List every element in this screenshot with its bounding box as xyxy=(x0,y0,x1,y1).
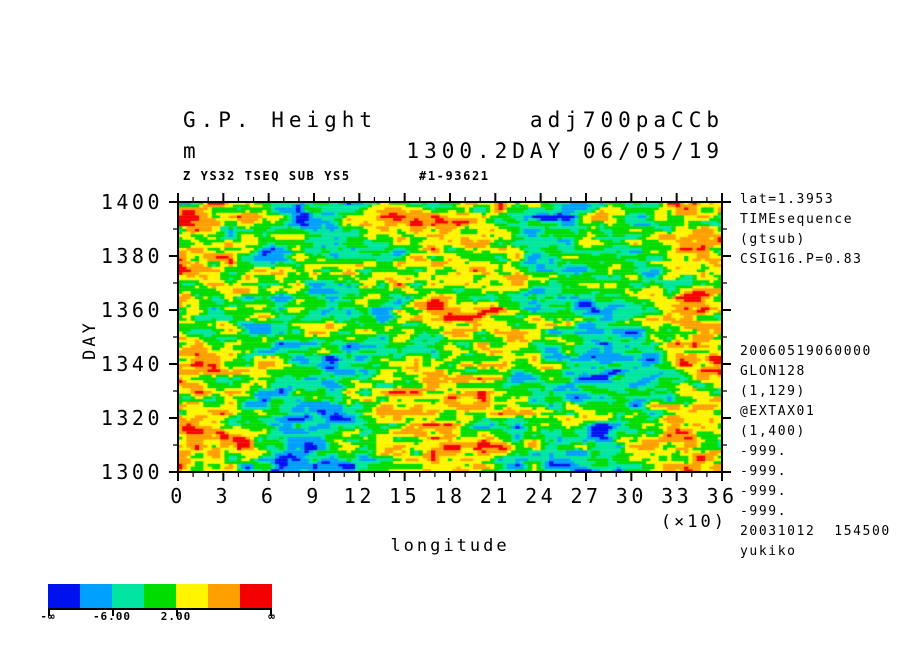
x-tick-label: 18 xyxy=(434,484,466,508)
annotation-line: (1,129) xyxy=(740,384,806,399)
x-axis-scale-note: (×10) xyxy=(660,512,727,532)
x-tick-label: 21 xyxy=(479,484,511,508)
process-info: Z YS32 TSEQ SUB YS5 xyxy=(183,169,351,183)
right-annotations-bottom: 20060519060000 GLON128 (1,129) @EXTAX01 (1,4… xyxy=(740,342,891,562)
colorbar-tick-label: -∞ xyxy=(40,610,56,623)
annotation-line: @EXTAX01 xyxy=(740,404,816,419)
x-tick-label: 3 xyxy=(215,484,232,508)
annotation-line: 20031012 154500 xyxy=(740,524,891,539)
annotation-line: CSIG16.P=0.83 xyxy=(740,252,863,267)
annotation-line: -999. xyxy=(740,484,788,499)
colorbar-tick-label: -6.00 xyxy=(92,610,132,623)
colorbar-segment xyxy=(240,584,272,608)
annotation-line: -999. xyxy=(740,444,788,459)
annotation-line: (gtsub) xyxy=(740,232,806,247)
colorbar-axis-line xyxy=(48,608,272,610)
y-axis-title: DAY xyxy=(80,320,100,360)
title-variable: G.P. Height xyxy=(183,108,378,132)
units-label: m xyxy=(183,139,201,163)
right-annotations-top: lat=1.3953 TIMEsequence (gtsub) CSIG16.P=0.… xyxy=(740,190,863,270)
heatmap-canvas xyxy=(178,202,722,472)
colorbar-segment xyxy=(112,584,144,608)
y-tick-label: 1400 xyxy=(100,190,163,214)
title-experiment: adj700paCCb xyxy=(529,108,724,132)
y-tick-label: 1300 xyxy=(100,460,163,484)
x-tick-label: 27 xyxy=(570,484,602,508)
colorbar-tick xyxy=(176,608,178,616)
x-tick-label: 12 xyxy=(343,484,375,508)
colorbar-tick-label: ∞ xyxy=(268,610,276,623)
annotation-line: yukiko xyxy=(740,544,797,559)
annotation-line: TIMEsequence xyxy=(740,212,854,227)
annotation-line: -999. xyxy=(740,504,788,519)
y-tick-label: 1320 xyxy=(100,406,163,430)
x-axis-title: longitude xyxy=(390,536,510,556)
annotation-line: -999. xyxy=(740,464,788,479)
colorbar-tick xyxy=(270,608,272,616)
colorbar-tick xyxy=(112,608,114,616)
colorbar-segment xyxy=(144,584,176,608)
x-tick-label: 6 xyxy=(260,484,277,508)
annotation-line: GLON128 xyxy=(740,364,806,379)
colorbar-segment xyxy=(176,584,208,608)
colorbar-segment xyxy=(80,584,112,608)
x-tick-label: 9 xyxy=(306,484,322,508)
title-time: 1300.2DAY 06/05/19 xyxy=(406,139,724,163)
colorbar-segment xyxy=(208,584,240,608)
colorbar-tick-label: 2.00 xyxy=(160,610,192,623)
run-id: #1-93621 xyxy=(419,169,490,183)
y-tick-label: 1380 xyxy=(100,244,163,268)
colorbar-segment xyxy=(48,584,80,608)
colorbar-tick xyxy=(48,608,50,616)
x-tick-label: 30 xyxy=(615,484,647,508)
annotation-line: (1,400) xyxy=(740,424,806,439)
x-tick-label: 33 xyxy=(661,484,693,508)
annotation-line: 20060519060000 xyxy=(740,344,872,359)
x-tick-label: 15 xyxy=(389,484,421,508)
x-tick-label: 0 xyxy=(170,484,186,508)
x-tick-label: 24 xyxy=(525,484,557,508)
colorbar xyxy=(48,584,272,618)
annotation-line: lat=1.3953 xyxy=(740,192,835,207)
